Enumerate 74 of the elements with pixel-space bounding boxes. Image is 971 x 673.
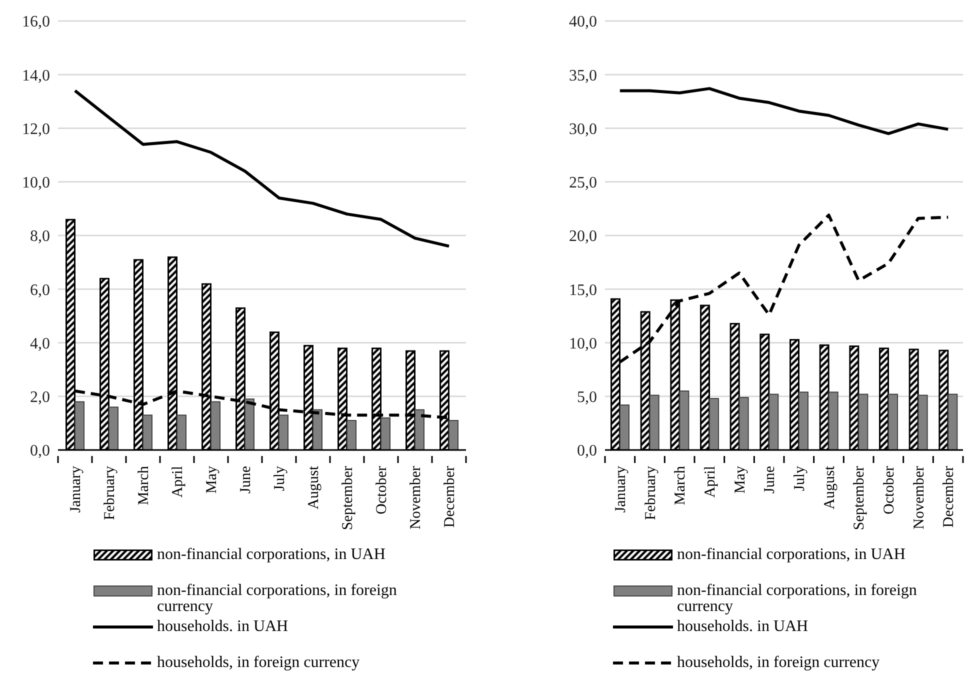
bar — [649, 394, 660, 450]
x-tick-label: October — [881, 466, 898, 514]
bar — [948, 394, 958, 450]
x-tick-label: December — [941, 466, 958, 528]
legend-label: non-financial corporations, in UAH — [677, 546, 906, 563]
y-tick-label: 8,0 — [30, 228, 50, 246]
x-tick-label: February — [642, 466, 659, 520]
x-tick-label: September — [852, 466, 868, 530]
bar — [278, 414, 288, 450]
bar — [858, 394, 868, 450]
bar — [346, 420, 356, 450]
x-tick-label: May — [732, 466, 748, 494]
x-tick-label: January — [68, 466, 84, 513]
legend-label: households, in foreign currency — [677, 654, 880, 671]
y-tick-label: 0,0 — [577, 442, 597, 460]
bar — [176, 414, 186, 450]
x-tick-label: November — [408, 466, 424, 530]
line-series — [74, 89, 450, 248]
x-tick-label: August — [822, 465, 838, 510]
y-tick-label: 10,0 — [22, 174, 50, 192]
legend-label: non-financial corporations, in UAH — [157, 546, 386, 563]
y-tick-label: 12,0 — [22, 120, 50, 138]
bar — [108, 406, 118, 450]
bar — [828, 392, 838, 450]
x-tick-label: August — [306, 465, 322, 510]
x-tick-label: November — [911, 466, 928, 530]
legend-label: households. in UAH — [677, 618, 808, 635]
legend-label: households. in UAH — [157, 618, 288, 635]
x-tick-label: April — [170, 466, 186, 498]
x-tick-label: July — [272, 466, 288, 492]
y-tick-label: 35,0 — [569, 67, 597, 84]
y-tick-label: 15,0 — [569, 282, 597, 299]
x-tick-label: April — [702, 466, 718, 498]
x-tick-label: July — [792, 466, 808, 492]
bar — [380, 417, 390, 450]
y-tick-label: 14,0 — [22, 67, 50, 84]
bar — [620, 404, 630, 450]
x-tick-label: February — [102, 466, 118, 520]
y-tick-label: 4,0 — [30, 335, 50, 352]
line-series — [618, 87, 950, 136]
bar — [312, 409, 322, 450]
x-tick-label: March — [136, 466, 152, 506]
bar — [709, 398, 719, 450]
y-tick-label: 40,0 — [569, 14, 597, 31]
y-tick-label: 25,0 — [569, 174, 597, 192]
x-tick-label: January — [612, 466, 629, 513]
x-tick-label: June — [238, 466, 254, 494]
bar — [679, 390, 690, 450]
bar — [738, 396, 749, 450]
bar — [244, 398, 254, 450]
bar — [448, 420, 458, 450]
bar — [210, 401, 220, 450]
x-tick-label: March — [672, 466, 689, 506]
bar — [414, 409, 424, 450]
y-tick-label: 5,0 — [577, 389, 597, 406]
x-tick-label: June — [762, 466, 778, 494]
x-tick-label: October — [374, 466, 390, 514]
y-tick-label: 6,0 — [30, 282, 50, 299]
y-tick-label: 20,0 — [569, 228, 597, 246]
bar — [918, 394, 928, 450]
y-tick-label: 16,0 — [22, 14, 50, 31]
x-tick-label: December — [442, 466, 458, 528]
y-tick-label: 2,0 — [30, 389, 50, 406]
x-tick-label: May — [204, 466, 220, 494]
bar — [768, 394, 779, 450]
y-tick-label: 0,0 — [30, 442, 50, 460]
bar — [888, 394, 898, 450]
bar — [74, 401, 84, 450]
bar — [798, 392, 808, 450]
y-tick-label: 10,0 — [569, 335, 597, 352]
legend-label: households, in foreign currency — [157, 654, 360, 671]
bar — [142, 414, 152, 450]
y-tick-label: 30,0 — [569, 120, 597, 138]
x-tick-label: September — [340, 466, 356, 530]
